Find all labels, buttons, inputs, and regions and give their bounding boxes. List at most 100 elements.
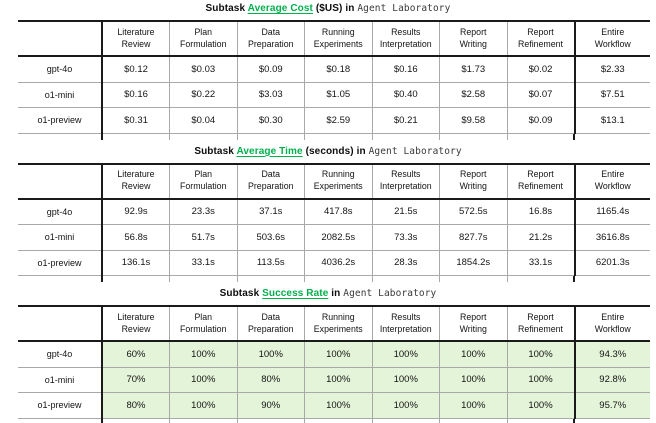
title-prefix: Subtask (194, 145, 234, 157)
cell: $0.07 (506, 82, 575, 108)
cell: 33.1s (506, 250, 575, 276)
cell: 100% (371, 367, 440, 393)
grid-tail (304, 276, 305, 282)
header-row: Literature Review Plan Formulation Data … (18, 306, 650, 342)
table-row: o1-preview $0.31 $0.04 $0.30 $2.59 $0.21… (18, 107, 650, 134)
time-table: Literature Review Plan Formulation Data … (18, 162, 650, 277)
cell: $0.40 (371, 82, 440, 108)
cell: $13.1 (573, 107, 650, 134)
cell: $2.59 (304, 107, 372, 134)
grid-tail (573, 418, 575, 423)
cell: 4036.2s (304, 250, 372, 276)
grid-tail (101, 276, 103, 282)
grid-tail (372, 276, 373, 282)
title-prefix: Subtask (205, 3, 246, 14)
grid-tail (169, 276, 170, 282)
title-app-name: Agent Laboratory (368, 145, 462, 157)
cell: 94.3% (573, 341, 650, 368)
grid-tail (169, 418, 170, 423)
cell: 21.5s (371, 198, 440, 225)
cell: 572.5s (439, 198, 507, 225)
header-row: Literature Review Plan Formulation Data … (18, 21, 650, 57)
cell: 827.7s (439, 224, 507, 251)
cell: 100% (439, 392, 507, 419)
cell: 100% (169, 392, 237, 419)
row-label: o1-preview (18, 392, 102, 419)
cell: 100% (304, 367, 372, 393)
column-header: Entire Workflow (573, 163, 650, 200)
cell: $0.31 (101, 107, 170, 134)
table-row: o1-preview 80% 100% 90% 100% 100% 100% 1… (18, 392, 650, 419)
cell: 70% (101, 367, 170, 393)
cell: 21.2s (506, 224, 575, 251)
cell: 1165.4s (573, 198, 650, 225)
row-label: gpt-4o (18, 341, 102, 368)
grid-tail (573, 276, 575, 282)
cell: $0.22 (169, 82, 237, 108)
column-header: Entire Workflow (573, 306, 650, 342)
cell: 100% (506, 341, 575, 368)
cell: $7.51 (573, 82, 650, 108)
grid-tail (507, 133, 508, 140)
cell: 100% (439, 367, 507, 393)
table-row: o1-preview 136.1s 33.1s 113.5s 4036.2s 2… (18, 250, 650, 276)
column-header: Results Interpretation (371, 163, 440, 200)
column-header: Report Writing (439, 163, 507, 200)
cell: 100% (304, 392, 372, 419)
cell: $0.02 (506, 56, 575, 83)
cell: 80% (101, 392, 170, 419)
column-header: Report Writing (439, 306, 507, 342)
header-row: Literature Review Plan Formulation Data … (18, 163, 650, 200)
cell: $0.16 (371, 56, 440, 83)
title-middle: (seconds) in (305, 145, 366, 157)
cell: $0.16 (101, 82, 170, 108)
column-header: Plan Formulation (169, 163, 237, 200)
title-app-name: Agent Laboratory (343, 288, 437, 299)
cell: $0.21 (371, 107, 440, 134)
cost-table: Literature Review Plan Formulation Data … (18, 20, 650, 134)
cell: 503.6s (236, 224, 305, 251)
cell: 56.8s (101, 224, 170, 251)
column-header: Report Refinement (506, 21, 575, 57)
grid-tail (304, 418, 305, 423)
row-label: o1-preview (18, 107, 102, 134)
cell: $0.09 (506, 107, 575, 134)
grid-tail (237, 418, 238, 423)
row-label: o1-preview (18, 250, 102, 276)
row-label: o1-mini (18, 82, 102, 108)
cell: 92.8% (573, 367, 650, 393)
row-label: gpt-4o (18, 56, 102, 83)
grid-tail (439, 418, 440, 423)
column-header: Running Experiments (304, 21, 372, 57)
column-header: Data Preparation (236, 21, 305, 57)
title-app-name: Agent Laboratory (357, 3, 451, 14)
title-metric-highlight: Success Rate (262, 288, 329, 299)
column-header: Report Refinement (506, 306, 575, 342)
column-header: Running Experiments (304, 306, 372, 342)
cell: 90% (236, 392, 305, 419)
grid-tail (169, 133, 170, 140)
row-label: o1-mini (18, 224, 102, 251)
column-header: Plan Formulation (169, 21, 237, 57)
title-metric-highlight: Average Cost (247, 3, 313, 14)
time-table-title: Subtask Average Time (seconds) in Agent … (0, 146, 656, 157)
grid-tail (101, 418, 103, 423)
cell: 100% (236, 341, 305, 368)
cell: 80% (236, 367, 305, 393)
cell: $0.04 (169, 107, 237, 134)
row-label: o1-mini (18, 367, 102, 393)
time-section: Subtask Average Time (seconds) in Agent … (0, 146, 656, 282)
cell: 6201.3s (573, 250, 650, 276)
title-middle: in (331, 288, 341, 299)
corner-cell (18, 163, 102, 200)
cell: $0.30 (236, 107, 305, 134)
row-label: gpt-4o (18, 198, 102, 225)
column-header: Report Refinement (506, 163, 575, 200)
grid-tail (237, 133, 238, 140)
table-row: o1-mini 70% 100% 80% 100% 100% 100% 100%… (18, 367, 650, 393)
column-header: Report Writing (439, 21, 507, 57)
column-header: Literature Review (101, 306, 170, 342)
success-table-title: Subtask Success Rate in Agent Laboratory (0, 288, 656, 299)
title-middle: ($US) in (315, 3, 355, 14)
cell: 73.3s (371, 224, 440, 251)
